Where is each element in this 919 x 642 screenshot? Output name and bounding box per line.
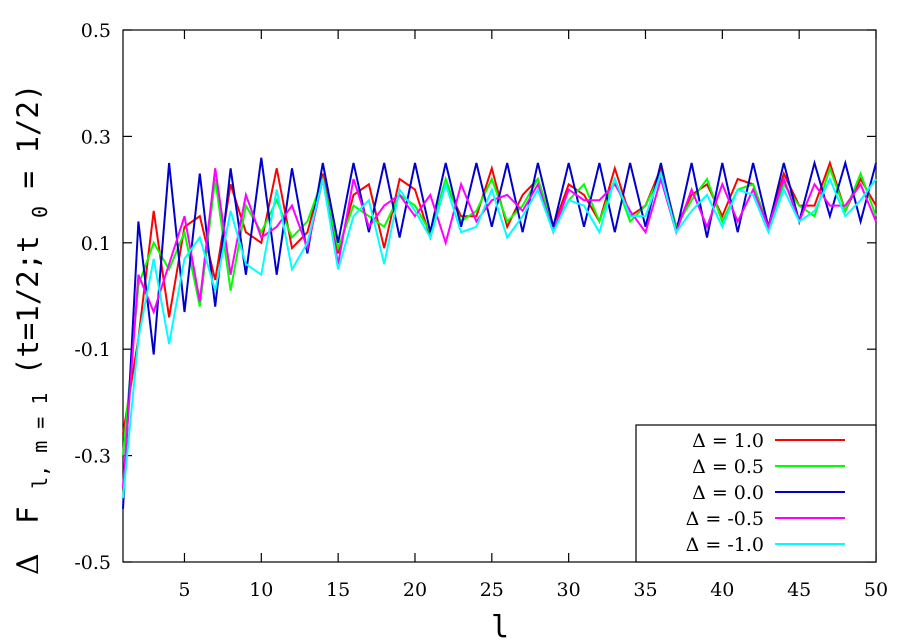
x-tick-label: 25 bbox=[480, 579, 504, 601]
series-line-4 bbox=[122, 170, 877, 499]
legend-box bbox=[635, 424, 877, 563]
legend-label: Δ = -1.0 bbox=[686, 534, 764, 556]
legend-label: Δ = 0.5 bbox=[692, 456, 764, 478]
series-line-2 bbox=[122, 157, 877, 509]
y-axis-title-args-open: (t=1/2;t bbox=[11, 235, 45, 375]
y-tick-label: -0.5 bbox=[74, 552, 111, 574]
y-tick-label: 0.3 bbox=[81, 126, 111, 148]
y-tick-label: -0.3 bbox=[74, 446, 111, 468]
x-tick-label: 15 bbox=[326, 579, 350, 601]
legend-label: Δ = 0.0 bbox=[692, 482, 764, 504]
x-tick-label: 45 bbox=[787, 579, 811, 601]
x-axis-title: l bbox=[491, 610, 509, 642]
legend-label: Δ = 1.0 bbox=[692, 430, 764, 452]
x-tick-label: 5 bbox=[178, 579, 190, 601]
y-axis-title: Δ F l, m = 1 (t=1/2;t 0 = 1/2) bbox=[11, 84, 54, 575]
series-lines bbox=[122, 157, 877, 509]
axis-ticks: 5 10 15 20 25 30 35 40 45 50 -0.5 -0.3 -0.1 0.1 0.3 0.5 bbox=[74, 20, 888, 601]
plot-frame bbox=[122, 29, 877, 563]
legend-label: Δ = -0.5 bbox=[686, 508, 764, 530]
x-tick-label: 40 bbox=[710, 579, 734, 601]
y-axis-title-delta: Δ bbox=[11, 553, 46, 575]
x-tick-label: 50 bbox=[864, 579, 888, 601]
y-axis-title-main: F bbox=[11, 506, 45, 523]
y-tick-label: -0.1 bbox=[74, 339, 111, 361]
x-tick-label: 35 bbox=[633, 579, 657, 601]
series-line-1 bbox=[122, 165, 877, 456]
y-axis-title-args-sub: 0 bbox=[28, 206, 52, 218]
y-axis-title-args-close: = 1/2) bbox=[11, 84, 45, 189]
y-axis-title-sub: l, m = 1 bbox=[28, 393, 52, 489]
legend: Δ = 1.0 Δ = 0.5 Δ = 0.0 Δ = -0.5 Δ = -1.0 bbox=[635, 424, 877, 563]
x-tick-label: 30 bbox=[557, 579, 581, 601]
y-tick-label: 0.5 bbox=[81, 20, 111, 42]
y-tick-label: 0.1 bbox=[81, 233, 111, 255]
x-tick-label: 10 bbox=[249, 579, 273, 601]
x-tick-label: 20 bbox=[403, 579, 427, 601]
legend-entries: Δ = 1.0 Δ = 0.5 Δ = 0.0 Δ = -0.5 Δ = -1.0 bbox=[686, 430, 845, 556]
